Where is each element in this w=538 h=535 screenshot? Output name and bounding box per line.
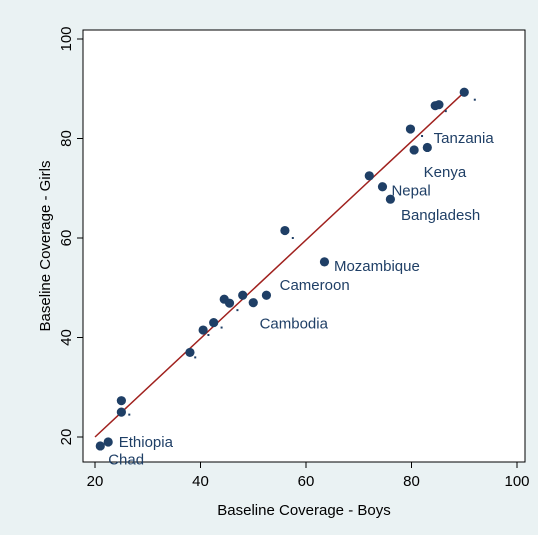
data-point-layer — [95, 87, 469, 451]
x-axis-label: Baseline Coverage - Boys — [217, 502, 390, 519]
small-dot — [220, 326, 223, 329]
country-label-kenya: Kenya — [424, 164, 467, 181]
data-point — [248, 298, 258, 308]
fit-line-layer — [94, 91, 465, 438]
country-label-tanzania: Tanzania — [434, 130, 495, 147]
data-point — [238, 290, 248, 300]
x-tick-label: 60 — [298, 473, 315, 490]
data-point — [434, 100, 444, 110]
y-tick-label: 20 — [58, 429, 75, 446]
country-label-chad: Chad — [108, 451, 144, 468]
axes: 20 40 60 80 100 20 40 60 80 100 — [58, 26, 530, 490]
country-label-bangladesh: Bangladesh — [401, 207, 480, 224]
data-point — [409, 145, 419, 155]
country-label-nepal: Nepal — [391, 183, 430, 200]
data-point — [95, 441, 105, 451]
small-dot — [207, 334, 210, 337]
data-point — [385, 194, 395, 204]
data-point — [261, 290, 272, 300]
y-tick-label: 60 — [58, 230, 75, 247]
country-label-cameroon: Cameroon — [280, 277, 350, 294]
x-tick-label: 100 — [504, 473, 529, 490]
data-point — [422, 142, 432, 153]
small-dot — [444, 110, 447, 113]
data-point — [116, 396, 126, 406]
y-tick-label: 80 — [58, 130, 75, 147]
x-tick-label: 20 — [87, 473, 104, 490]
data-point — [319, 257, 330, 267]
data-point — [280, 225, 290, 236]
small-dot-layer — [128, 98, 476, 416]
plot-area — [82, 29, 526, 463]
data-point — [405, 124, 416, 134]
small-dot — [421, 135, 424, 138]
y-tick-label: 100 — [58, 26, 75, 51]
data-point — [459, 87, 469, 97]
y-tick-label: 40 — [58, 329, 75, 346]
y-axis-label: Baseline Coverage - Girls — [37, 161, 54, 332]
x-tick-label: 80 — [403, 473, 420, 490]
data-point — [116, 407, 126, 417]
small-dot — [291, 237, 294, 239]
small-dot — [236, 309, 239, 312]
data-point — [377, 182, 388, 192]
data-point — [185, 347, 195, 358]
x-tick-label: 40 — [192, 473, 209, 490]
data-point — [198, 325, 208, 335]
country-label-cambodia: Cambodia — [260, 316, 329, 333]
small-dot — [194, 356, 197, 359]
data-point — [364, 171, 374, 181]
fit-line — [94, 91, 465, 438]
data-point — [209, 317, 219, 328]
data-point — [103, 437, 113, 447]
country-label-mozambique: Mozambique — [334, 258, 420, 275]
small-dot — [128, 413, 131, 416]
country-label-ethiopia: Ethiopia — [119, 434, 174, 451]
data-point — [224, 298, 235, 308]
small-dot — [473, 98, 476, 101]
